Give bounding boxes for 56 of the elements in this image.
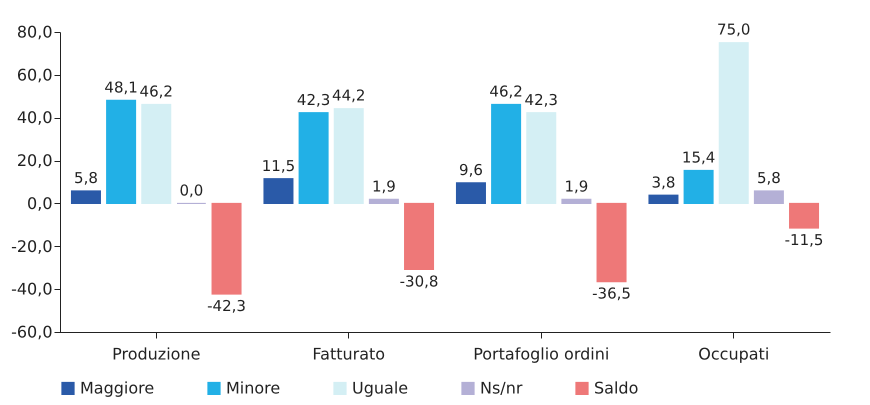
x-tick-label: Occupati [698, 344, 770, 364]
data-label: 15,4 [682, 148, 716, 166]
bar [334, 108, 364, 204]
bar [718, 42, 749, 204]
data-label: 0,0 [179, 181, 204, 200]
data-label: 5,8 [74, 169, 98, 187]
data-label: -42,3 [207, 297, 246, 316]
legend-label: Minore [226, 378, 280, 398]
legend-label: Maggiore [80, 378, 154, 398]
bar [106, 100, 136, 204]
bar [754, 190, 784, 204]
data-label: 44,2 [332, 86, 366, 105]
legend-label: Uguale [352, 378, 408, 398]
data-label: 75,0 [717, 20, 750, 39]
bar [456, 182, 486, 204]
bar [368, 198, 399, 204]
data-label: 42,3 [524, 90, 558, 109]
bar [491, 104, 522, 204]
bar [404, 202, 434, 270]
bar [526, 112, 556, 204]
bar [263, 178, 294, 204]
data-label: 46,2 [489, 82, 523, 100]
bar [596, 202, 627, 282]
data-label: 42,3 [296, 90, 330, 109]
data-label: 1,9 [564, 177, 588, 196]
y-tick-label: -20,0 [11, 236, 52, 256]
data-label: 5,8 [756, 169, 781, 187]
x-tick-label: Produzione [112, 344, 200, 364]
bar [684, 170, 714, 204]
data-label: 9,6 [459, 160, 483, 179]
bar [141, 104, 172, 204]
data-label: 1,9 [372, 177, 396, 196]
bar [561, 198, 592, 204]
y-tick-label: 20,0 [16, 151, 52, 170]
y-tick-label: 60,0 [16, 65, 52, 84]
data-label: 46,2 [140, 82, 173, 100]
y-tick-label: 80,0 [16, 22, 52, 42]
y-tick-label: 0,0 [27, 194, 52, 213]
y-tick-label: 40,0 [16, 108, 52, 128]
y-tick-label: -60,0 [11, 322, 52, 342]
bar [648, 194, 678, 204]
data-label: 11,5 [262, 156, 296, 175]
x-tick-label: Fatturato [312, 344, 386, 364]
bar [70, 190, 101, 204]
data-label: 3,8 [652, 173, 676, 192]
data-label: -11,5 [784, 231, 824, 250]
y-tick-label: -40,0 [11, 280, 52, 299]
legend-label: Saldo [594, 378, 638, 398]
bar [789, 202, 820, 229]
legend-label: Ns/nr [480, 378, 523, 398]
data-label: 48,1 [104, 78, 138, 96]
data-label: -30,8 [400, 272, 438, 290]
data-label: -36,5 [592, 284, 631, 303]
bar [212, 202, 242, 295]
x-tick-label: Portafoglio ordini [473, 344, 610, 364]
bar [298, 112, 329, 204]
